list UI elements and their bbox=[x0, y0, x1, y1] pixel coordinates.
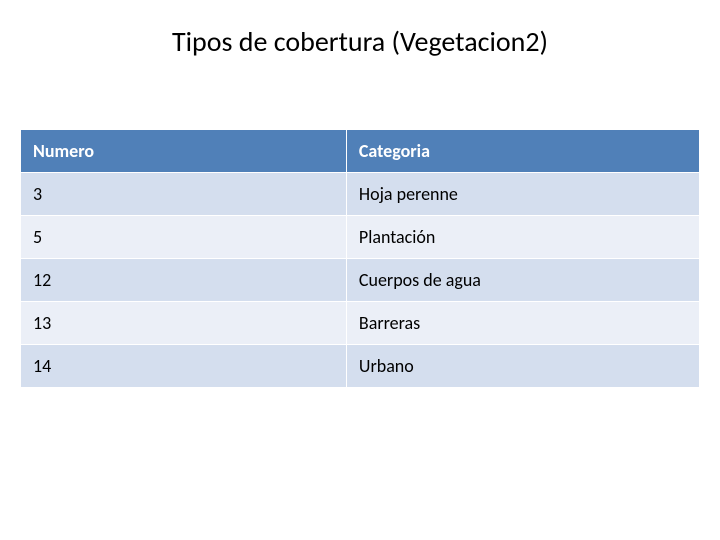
table-row: 13 Barreras bbox=[21, 302, 700, 345]
table-row: 14 Urbano bbox=[21, 345, 700, 388]
cell-numero: 5 bbox=[21, 216, 347, 259]
cell-categoria: Barreras bbox=[346, 302, 699, 345]
cell-categoria: Urbano bbox=[346, 345, 699, 388]
cell-numero: 14 bbox=[21, 345, 347, 388]
col-header-numero: Numero bbox=[21, 130, 347, 173]
coverage-table: Numero Categoria 3 Hoja perenne 5 Planta… bbox=[20, 129, 700, 388]
slide: Tipos de cobertura (Vegetacion2) Numero … bbox=[0, 0, 720, 540]
page-title: Tipos de cobertura (Vegetacion2) bbox=[80, 24, 640, 59]
cell-numero: 3 bbox=[21, 173, 347, 216]
cell-categoria: Plantación bbox=[346, 216, 699, 259]
table-row: 3 Hoja perenne bbox=[21, 173, 700, 216]
cell-categoria: Hoja perenne bbox=[346, 173, 699, 216]
table-row: 12 Cuerpos de agua bbox=[21, 259, 700, 302]
cell-numero: 12 bbox=[21, 259, 347, 302]
cell-categoria: Cuerpos de agua bbox=[346, 259, 699, 302]
table-row: 5 Plantación bbox=[21, 216, 700, 259]
cell-numero: 13 bbox=[21, 302, 347, 345]
col-header-categoria: Categoria bbox=[346, 130, 699, 173]
table-header-row: Numero Categoria bbox=[21, 130, 700, 173]
